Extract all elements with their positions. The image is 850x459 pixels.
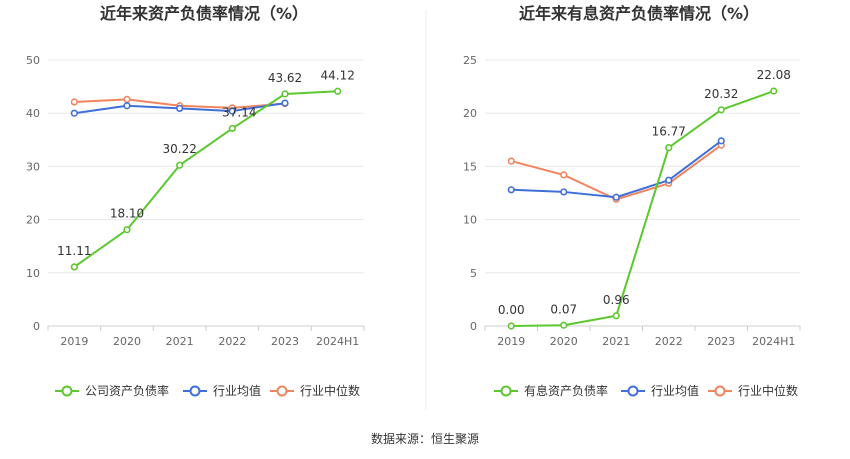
x-tick-label: 2022	[218, 335, 246, 348]
x-tick-label: 2019	[497, 335, 525, 348]
data-label: 43.62	[268, 71, 302, 85]
y-tick-label: 50	[26, 54, 40, 67]
series-line	[73, 90, 338, 268]
legend-label: 行业中位数	[738, 383, 798, 398]
data-point[interactable]	[334, 87, 342, 95]
y-tick-label: 0	[33, 320, 40, 333]
data-point[interactable]	[665, 176, 673, 184]
data-point[interactable]	[228, 124, 236, 133]
data-source: 数据来源：恒生聚源	[371, 431, 479, 446]
legend-label: 公司资产负债率	[85, 383, 169, 398]
y-tick-label: 40	[26, 107, 40, 120]
data-point[interactable]	[228, 107, 236, 115]
legend-marker	[627, 385, 639, 397]
chart-title: 近年来有息资产负债率情况（%）	[519, 4, 759, 23]
data-point[interactable]	[717, 106, 725, 114]
data-point[interactable]	[612, 193, 620, 201]
data-label: 18.10	[110, 207, 144, 221]
y-tick-label: 5	[470, 267, 477, 280]
data-point[interactable]	[717, 137, 725, 145]
legend-label: 行业均值	[651, 383, 699, 398]
legend-marker	[61, 385, 73, 397]
data-label: 20.32	[704, 87, 738, 101]
y-tick-label: 30	[26, 160, 40, 173]
data-label: 44.12	[320, 68, 354, 82]
data-point[interactable]	[507, 157, 515, 165]
x-tick-label: 2019	[60, 335, 88, 348]
series-line	[511, 90, 775, 327]
x-tick-label: 2023	[707, 335, 735, 348]
legend-marker	[500, 385, 512, 397]
x-tick-label: 2022	[655, 335, 683, 348]
y-tick-label: 20	[463, 107, 477, 120]
x-tick-label: 2021	[602, 335, 630, 348]
legend-label: 行业均值	[213, 383, 261, 398]
data-label: 30.22	[162, 142, 196, 156]
data-label: 0.07	[550, 302, 577, 316]
legend-item[interactable]: 行业中位数	[270, 383, 360, 398]
legend-label: 行业中位数	[300, 383, 360, 398]
legend-marker	[714, 385, 726, 397]
data-point[interactable]	[560, 188, 568, 196]
x-tick-label: 2021	[166, 335, 194, 348]
x-tick-label: 2020	[113, 335, 141, 348]
data-point[interactable]	[70, 263, 78, 271]
chart-title: 近年来资产负债率情况（%）	[100, 4, 308, 23]
data-label: 16.77	[652, 125, 686, 139]
data-point[interactable]	[560, 321, 568, 329]
y-tick-label: 0	[470, 320, 477, 333]
y-tick-label: 25	[463, 54, 477, 67]
data-point[interactable]	[70, 98, 78, 106]
legend-item[interactable]: 行业中位数	[708, 383, 798, 398]
legend-item[interactable]: 行业均值	[621, 383, 699, 398]
legend-marker	[276, 385, 288, 397]
data-point[interactable]	[612, 312, 620, 320]
data-point[interactable]	[123, 226, 131, 234]
data-point[interactable]	[770, 87, 778, 95]
data-label: 37.14	[222, 105, 256, 119]
data-point[interactable]	[123, 95, 131, 103]
legend-item[interactable]: 公司资产负债率	[55, 383, 169, 398]
y-tick-label: 20	[26, 214, 40, 227]
legend-item[interactable]: 行业均值	[183, 383, 261, 398]
data-point[interactable]	[176, 104, 184, 113]
x-tick-label: 2024H1	[752, 335, 795, 348]
chart-interest-bearing-debt-ratio: 近年来有息资产负债率情况（%） 0 5 10 15 20 25 2019 2020 2021 202…	[463, 4, 801, 398]
x-tick-label: 2020	[550, 335, 578, 348]
legend-label: 有息资产负债率	[524, 383, 608, 398]
data-point[interactable]	[665, 143, 673, 152]
x-tick-label: 2023	[271, 335, 299, 348]
data-point[interactable]	[560, 171, 568, 179]
data-point[interactable]	[507, 322, 515, 330]
legend-item[interactable]: 有息资产负债率	[494, 383, 608, 398]
data-label: 0.96	[603, 293, 630, 307]
y-tick-label: 15	[463, 160, 477, 173]
y-tick-label: 10	[26, 267, 40, 280]
x-tick-label: 2024H1	[316, 335, 359, 348]
data-label: 11.11	[57, 244, 91, 258]
y-tick-label: 10	[463, 214, 477, 227]
data-point[interactable]	[507, 186, 515, 194]
legend-marker	[189, 385, 201, 397]
data-point[interactable]	[176, 161, 184, 169]
data-point[interactable]	[123, 102, 131, 110]
chart-debt-ratio: 近年来资产负债率情况（%） 0 10 20 30 40 50 2019 2020 2021 2022…	[26, 4, 365, 398]
data-point[interactable]	[281, 90, 289, 98]
data-label: 22.08	[757, 68, 791, 82]
data-point[interactable]	[281, 99, 289, 107]
data-point[interactable]	[70, 109, 78, 117]
data-label: 0.00	[498, 303, 525, 317]
